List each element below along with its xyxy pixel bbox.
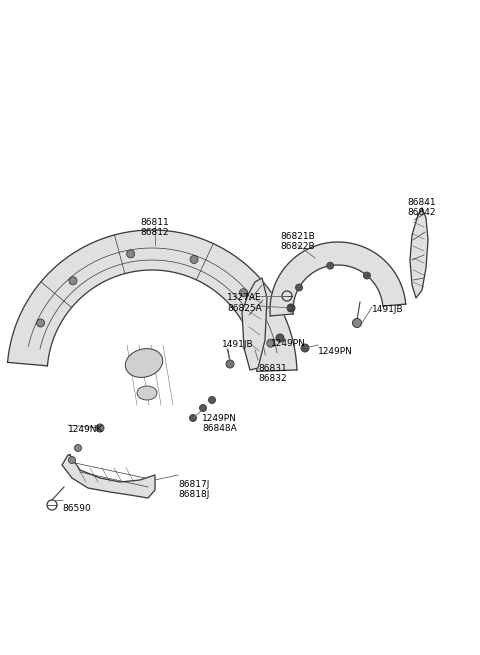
Circle shape — [267, 339, 275, 347]
Ellipse shape — [137, 386, 157, 400]
Circle shape — [190, 415, 196, 422]
Polygon shape — [8, 230, 297, 371]
Circle shape — [276, 334, 284, 342]
Circle shape — [327, 262, 334, 269]
Circle shape — [190, 255, 198, 263]
Text: 1249PN: 1249PN — [318, 347, 353, 356]
Polygon shape — [62, 455, 155, 498]
Text: 86825A: 86825A — [227, 304, 262, 313]
Circle shape — [363, 272, 371, 279]
Text: 86848A: 86848A — [202, 424, 237, 433]
Circle shape — [301, 344, 309, 352]
Circle shape — [226, 360, 234, 368]
Circle shape — [74, 445, 82, 451]
Circle shape — [69, 277, 77, 285]
Text: 86821B
86822B: 86821B 86822B — [281, 232, 315, 252]
Circle shape — [296, 284, 302, 291]
Text: 86811
86812: 86811 86812 — [141, 218, 169, 237]
Text: 1249NK: 1249NK — [68, 425, 103, 434]
Text: 1491JB: 1491JB — [222, 340, 253, 349]
Polygon shape — [410, 208, 428, 298]
Text: 1249PN: 1249PN — [271, 339, 306, 348]
Circle shape — [96, 424, 104, 432]
Text: 1249PN: 1249PN — [202, 414, 237, 423]
Circle shape — [127, 250, 135, 258]
Circle shape — [69, 457, 75, 464]
Circle shape — [352, 318, 361, 328]
Text: 86831
86832: 86831 86832 — [258, 364, 287, 383]
Text: 86817J
86818J: 86817J 86818J — [178, 480, 209, 499]
Polygon shape — [242, 278, 267, 370]
Text: 86841
86842: 86841 86842 — [408, 198, 436, 217]
Text: 1491JB: 1491JB — [372, 305, 404, 314]
Text: 1327AE: 1327AE — [228, 293, 262, 302]
Polygon shape — [270, 242, 406, 316]
Text: 86590: 86590 — [62, 504, 91, 513]
Ellipse shape — [125, 348, 163, 377]
Circle shape — [208, 396, 216, 403]
Circle shape — [240, 289, 247, 297]
Circle shape — [200, 405, 206, 411]
Circle shape — [36, 319, 45, 327]
Circle shape — [287, 304, 295, 312]
